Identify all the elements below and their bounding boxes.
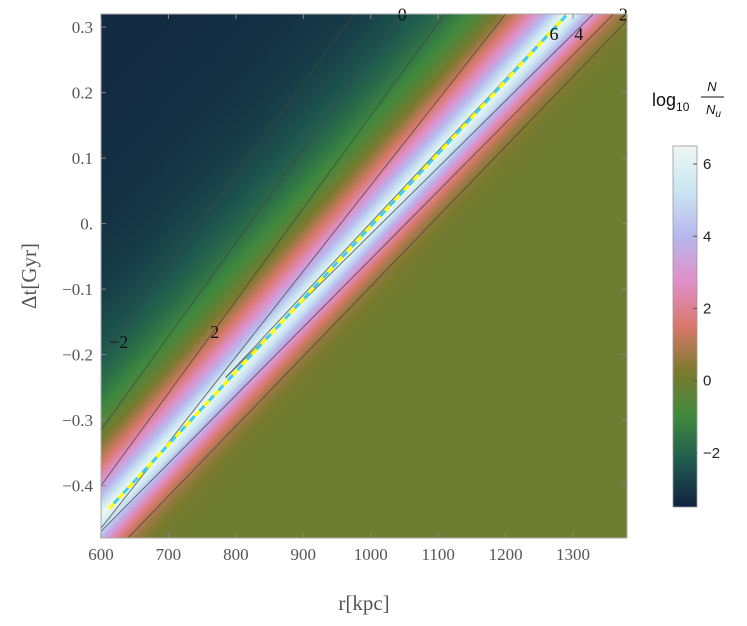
- y-tick-label: 0.1: [72, 149, 93, 168]
- colorbar-tick-label: 6: [703, 156, 711, 173]
- x-tick-label: 600: [88, 545, 114, 564]
- y-tick-label: −0.4: [62, 477, 93, 496]
- contour-line-level-0: [101, 14, 402, 431]
- dashed-fit-line: [107, 14, 568, 510]
- contour-label: 2: [619, 5, 628, 25]
- x-tick-label: 900: [291, 545, 317, 564]
- x-axis-title: r[kpc]: [338, 591, 389, 615]
- y-tick-label: 0.3: [72, 18, 93, 37]
- svg-text:Nu: Nu: [706, 102, 721, 120]
- colorbar-tick-label: 4: [703, 228, 711, 245]
- colorbar-title: log10 N Nu: [652, 79, 724, 120]
- y-tick-label: −0.1: [62, 280, 93, 299]
- heatmap-field: [101, 14, 627, 538]
- contour-line-level-minus2: [101, 14, 355, 359]
- y-tick-label: 0.: [80, 215, 93, 234]
- y-tick-label: 0.2: [72, 84, 93, 103]
- colorbar-title-denominator: N: [706, 102, 716, 117]
- colorbar-title-den-sub: u: [715, 109, 721, 120]
- x-tick-label: 700: [156, 545, 182, 564]
- x-tick-label: 1300: [556, 545, 590, 564]
- colorbar-tick-label: 2: [703, 300, 711, 317]
- colorbar-tick-label: 0: [703, 373, 711, 390]
- contour-line-level-4-lower: [101, 14, 614, 532]
- x-tick-label: 1100: [421, 545, 454, 564]
- y-tick-label: −0.3: [62, 411, 93, 430]
- fit-line-dash-a: [107, 14, 568, 510]
- colorbar-title-base: log: [652, 90, 676, 110]
- colorbar-tick-label: −2: [703, 445, 720, 462]
- x-tick-label: 1200: [489, 545, 523, 564]
- x-tick-label: 800: [223, 545, 249, 564]
- contour-label: 0: [398, 5, 407, 25]
- y-axis: 0.3 0.2 0.1 0. −0.1 −0.2 −0.3 −0.4: [62, 18, 627, 496]
- x-axis: 600 700 800 900 1000 1100 1200 1300: [88, 14, 590, 564]
- contour-line-level-2: [101, 14, 446, 486]
- y-axis-title: Δt[Gyr]: [17, 243, 41, 309]
- x-tick-label: 1000: [354, 545, 388, 564]
- contour-labels: −2 0 2 6 4 2: [109, 5, 628, 352]
- contour-label: 2: [210, 322, 219, 342]
- plot-frame: [100, 13, 628, 539]
- contour-label: 6: [549, 24, 558, 44]
- contour-line-level-2-lower: [127, 20, 627, 538]
- y-tick-label: −0.2: [62, 346, 93, 365]
- colorbar: [672, 145, 698, 508]
- colorbar-title-numerator: N: [707, 79, 717, 94]
- contour-label: 4: [574, 24, 583, 44]
- contour-label: −2: [109, 332, 128, 352]
- svg-text:log10: log10: [652, 90, 690, 114]
- plot-area: [101, 14, 627, 538]
- colorbar-ticks: 6 4 2 0 −2: [693, 156, 720, 462]
- colorbar-title-sub: 10: [676, 100, 690, 114]
